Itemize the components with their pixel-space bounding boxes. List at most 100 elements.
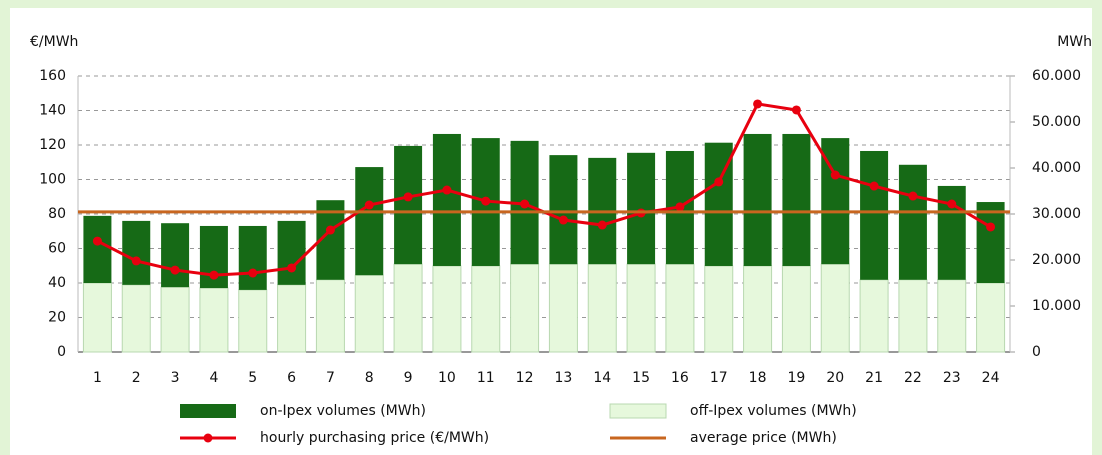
price-marker (986, 222, 996, 232)
bar (665, 263, 695, 353)
bar (393, 263, 423, 353)
legend-swatch (180, 404, 236, 418)
x-tick-label: 7 (326, 370, 335, 386)
y-tick-label: 60 (48, 241, 66, 257)
y2-tick-label: 20.000 (1032, 252, 1081, 268)
price-marker (287, 263, 297, 273)
y2-tick-label: 40.000 (1032, 160, 1081, 176)
bar (238, 225, 267, 290)
bar (976, 282, 1006, 353)
y-axis-label: €/MWh (30, 34, 78, 50)
price-marker (131, 256, 141, 266)
y-tick-label: 140 (39, 103, 66, 119)
bar (626, 263, 656, 353)
bar (471, 265, 501, 353)
x-tick-label: 11 (477, 370, 495, 386)
y-tick-label: 20 (48, 310, 66, 326)
bar (510, 263, 540, 353)
bar (161, 223, 190, 288)
bar (238, 289, 268, 353)
y2-tick-label: 10.000 (1032, 298, 1081, 314)
price-marker (248, 268, 258, 278)
legend-label: on-Ipex volumes (MWh) (260, 403, 426, 419)
x-tick-label: 20 (826, 370, 844, 386)
price-marker (947, 199, 957, 209)
bar (587, 263, 617, 353)
price-marker (170, 265, 180, 275)
bar (859, 279, 889, 353)
x-tick-label: 24 (982, 370, 1000, 386)
price-marker (869, 181, 879, 191)
bar (548, 263, 578, 353)
y-tick-label: 40 (48, 275, 66, 291)
bar (976, 202, 1005, 283)
price-marker (714, 177, 724, 187)
y2-tick-label: 60.000 (1032, 68, 1081, 84)
price-marker (403, 192, 413, 202)
x-tick-label: 17 (710, 370, 728, 386)
bar (121, 284, 151, 353)
y-tick-label: 120 (39, 137, 66, 153)
bar (199, 287, 229, 353)
x-tick-label: 6 (287, 370, 296, 386)
x-tick-label: 15 (632, 370, 650, 386)
price-marker (364, 200, 374, 210)
bar (160, 286, 190, 353)
x-tick-label: 8 (365, 370, 374, 386)
bar (743, 133, 772, 266)
x-tick-label: 22 (904, 370, 922, 386)
x-tick-label: 3 (171, 370, 180, 386)
price-marker (520, 199, 530, 209)
price-marker (830, 170, 840, 180)
y-tick-label: 80 (48, 206, 66, 222)
bar (82, 282, 112, 353)
x-tick-label: 13 (555, 370, 573, 386)
x-tick-label: 23 (943, 370, 961, 386)
y2-tick-label: 50.000 (1032, 114, 1081, 130)
price-marker (597, 220, 607, 230)
x-tick-label: 5 (248, 370, 257, 386)
x-tick-label: 21 (865, 370, 883, 386)
x-tick-label: 2 (132, 370, 141, 386)
x-tick-label: 12 (516, 370, 534, 386)
bar (743, 265, 773, 353)
y-tick-label: 0 (57, 344, 66, 360)
price-marker (442, 185, 452, 195)
x-tick-label: 14 (593, 370, 611, 386)
y-tick-label: 100 (39, 172, 66, 188)
legend-marker (203, 433, 213, 443)
bar (898, 164, 927, 280)
bar (277, 220, 306, 285)
bar (432, 265, 462, 353)
bar (820, 263, 850, 353)
x-tick-label: 16 (671, 370, 689, 386)
price-marker (753, 99, 763, 109)
legend-label: average price (MWh) (690, 430, 837, 446)
bar (354, 274, 384, 353)
bar (83, 215, 112, 283)
price-marker (209, 270, 219, 280)
x-tick-label: 10 (438, 370, 456, 386)
bar (122, 220, 151, 285)
bar (432, 133, 461, 266)
x-tick-label: 18 (749, 370, 767, 386)
bar (549, 155, 578, 265)
bar (860, 150, 889, 280)
price-marker (325, 225, 335, 235)
x-tick-label: 19 (788, 370, 806, 386)
bar (355, 167, 384, 276)
legend-label: hourly purchasing price (€/MWh) (260, 430, 489, 446)
bar (782, 133, 811, 266)
legend-label: off-Ipex volumes (MWh) (690, 403, 857, 419)
x-tick-label: 9 (404, 370, 413, 386)
x-tick-label: 1 (93, 370, 102, 386)
bar (704, 265, 734, 353)
bar (781, 265, 811, 353)
y-tick-label: 160 (39, 68, 66, 84)
bar (394, 145, 423, 265)
bar (937, 279, 967, 353)
price-marker (481, 196, 491, 206)
price-marker (791, 105, 801, 115)
price-marker (92, 236, 102, 246)
